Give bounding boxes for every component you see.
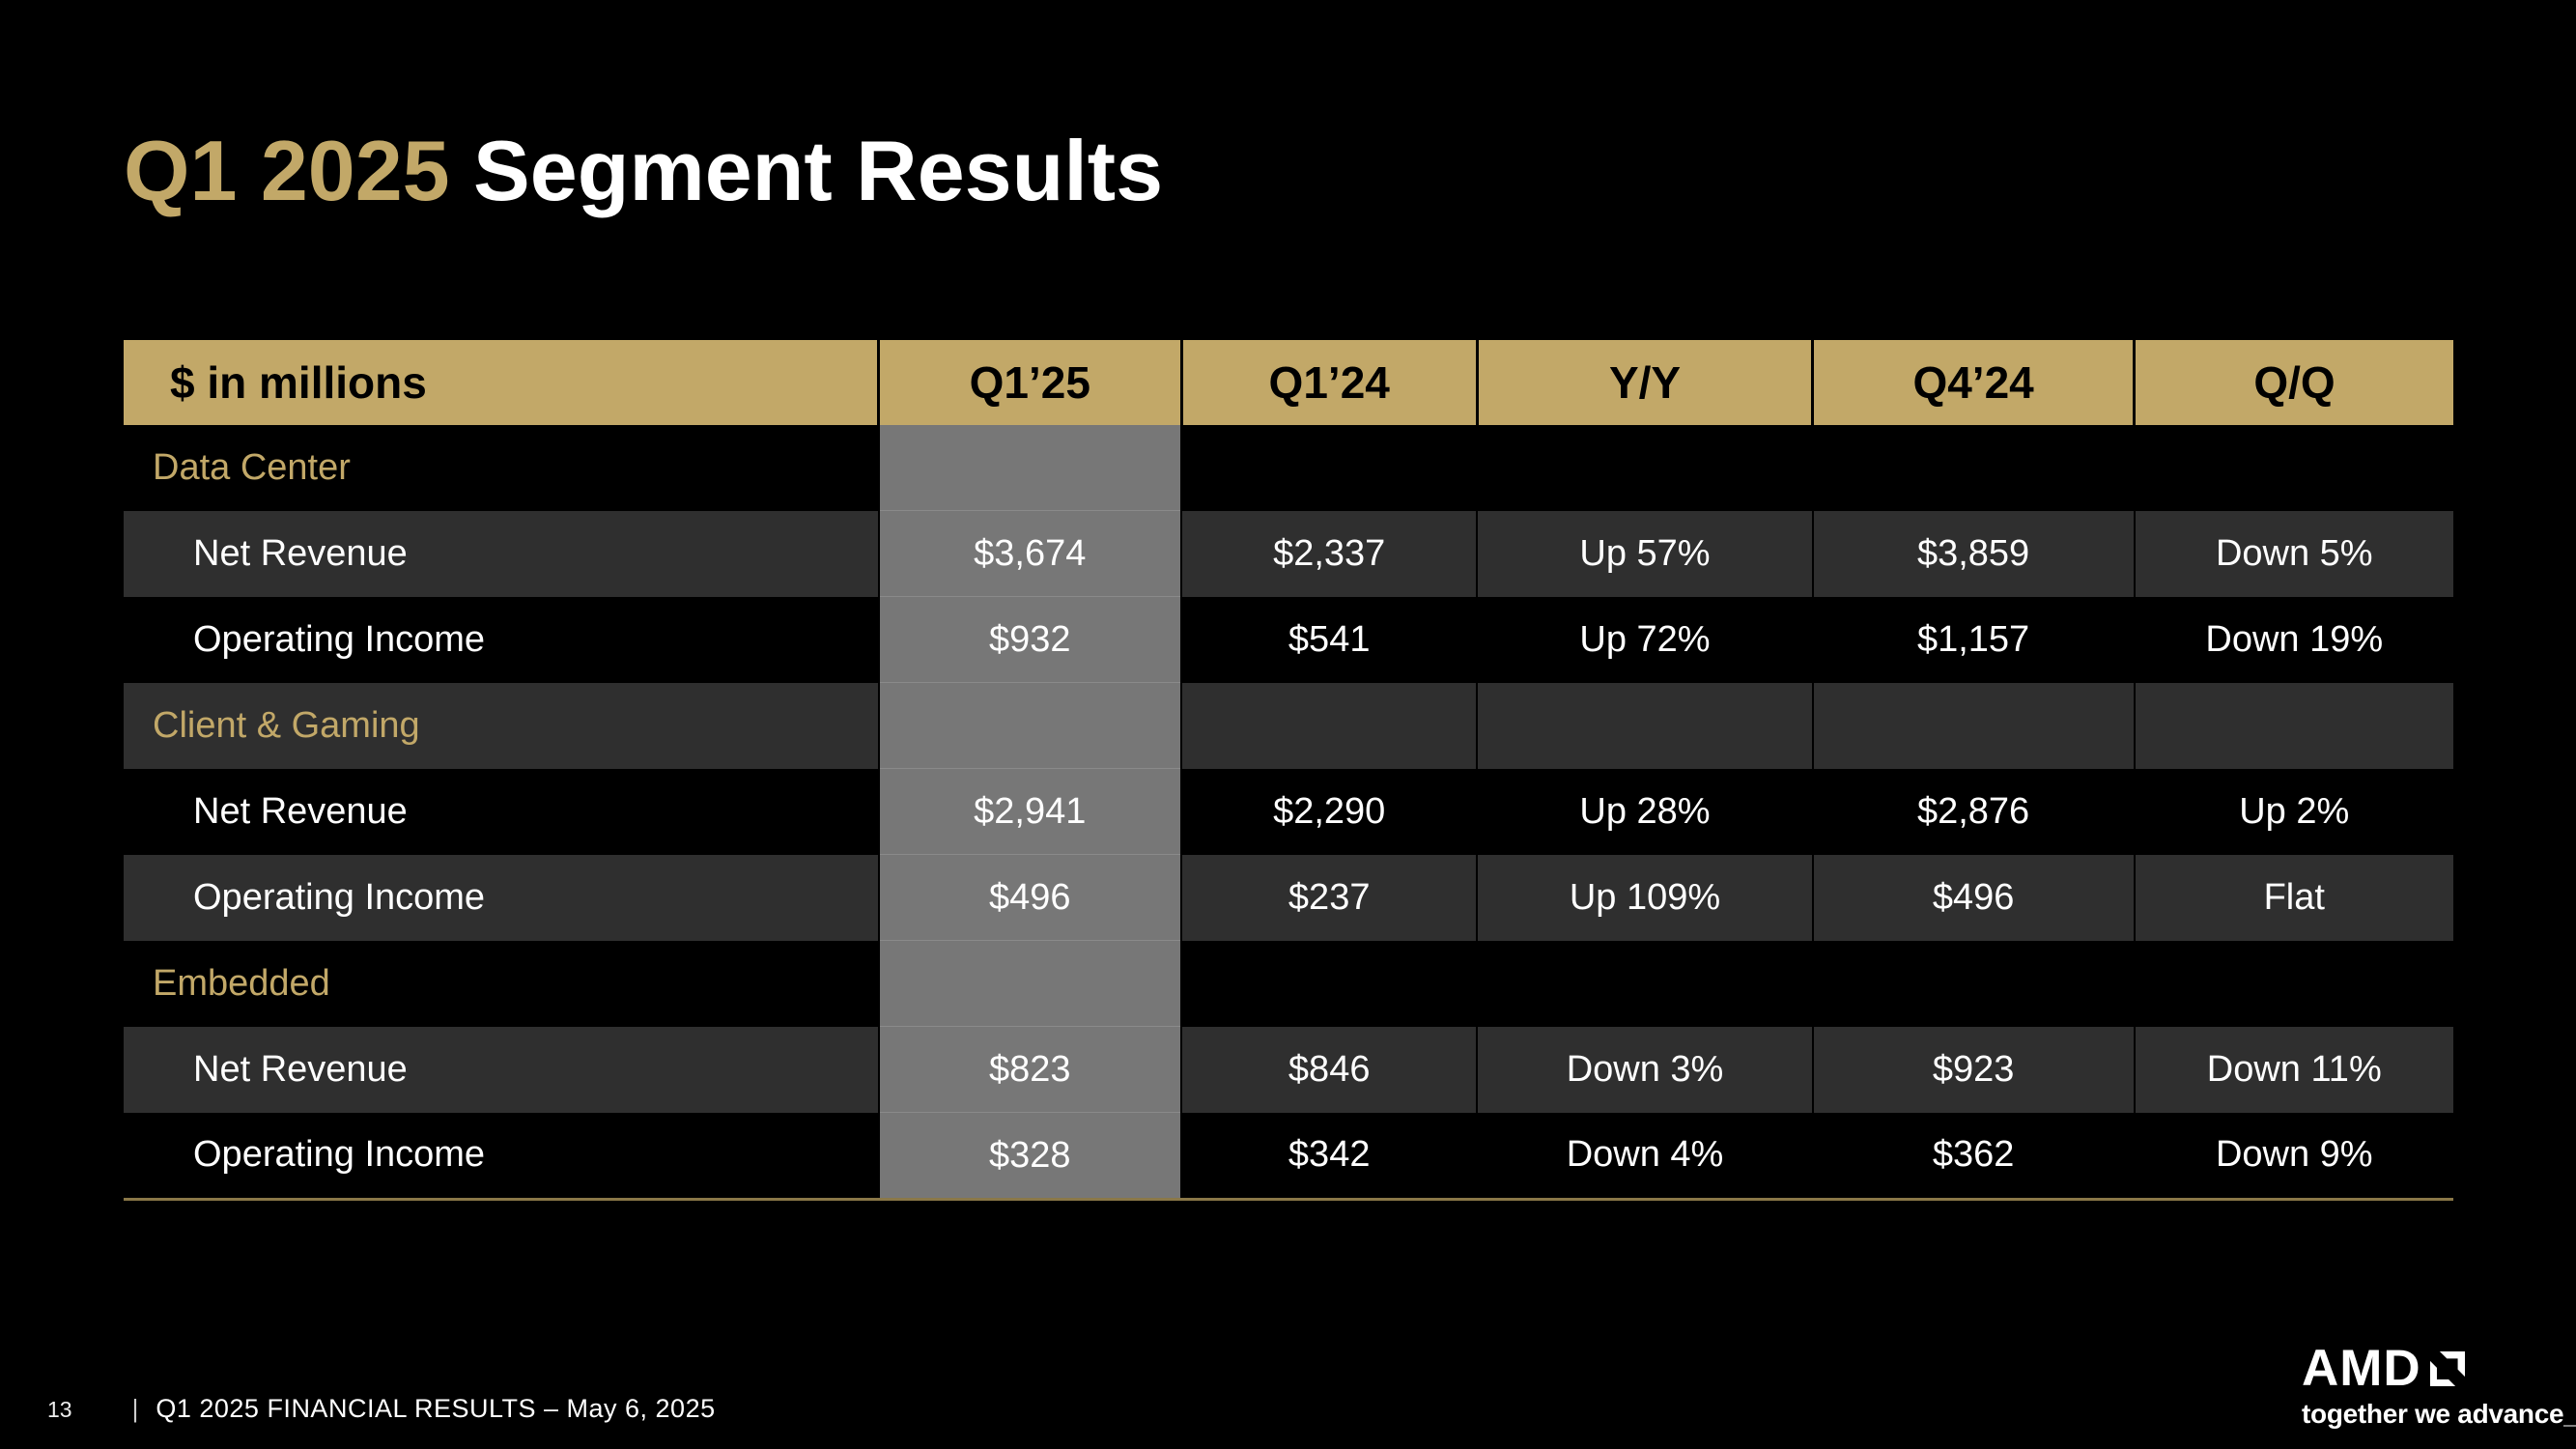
empty-cell xyxy=(877,425,1182,511)
value-cell: Up 2% xyxy=(2133,768,2453,855)
value-cell: $1,157 xyxy=(1811,596,2135,683)
empty-cell xyxy=(1476,682,1813,769)
empty-cell xyxy=(2133,940,2453,1027)
column-header-4: Q4’24 xyxy=(1811,340,2135,425)
title-highlight: Q1 2025 xyxy=(124,123,450,218)
column-header-0: $ in millions xyxy=(124,340,879,425)
empty-cell xyxy=(1476,940,1813,1027)
metric-row: Net Revenue $823 $846 Down 3% $923 Down 11% xyxy=(124,1026,2453,1113)
metric-label: Operating Income xyxy=(124,854,879,941)
value-cell: $932 xyxy=(877,596,1182,683)
metric-row: Operating Income $496 $237 Up 109% $496 Flat xyxy=(124,854,2453,941)
value-cell: Up 57% xyxy=(1476,510,1813,597)
value-cell: Down 5% xyxy=(2133,510,2453,597)
column-header-1: Q1’25 xyxy=(877,340,1182,425)
amd-brand-row: AMD xyxy=(2302,1343,2576,1394)
slide-footer: 13 | Q1 2025 FINANCIAL RESULTS – May 6, … xyxy=(47,1394,716,1424)
value-cell: Up 28% xyxy=(1476,768,1813,855)
value-cell: $541 xyxy=(1180,596,1478,683)
page-title: Q1 2025 Segment Results xyxy=(124,128,1163,213)
metric-row: Net Revenue $3,674 $2,337 Up 57% $3,859 Down … xyxy=(124,510,2453,597)
empty-cell xyxy=(2133,425,2453,511)
value-cell: Down 11% xyxy=(2133,1026,2453,1113)
value-cell: $237 xyxy=(1180,854,1478,941)
value-cell: $362 xyxy=(1811,1112,2135,1201)
column-header-3: Y/Y xyxy=(1475,340,1813,425)
metric-row: Operating Income $932 $541 Up 72% $1,157 Down… xyxy=(124,596,2453,683)
value-cell: Down 4% xyxy=(1476,1112,1813,1201)
value-cell: Down 9% xyxy=(2133,1112,2453,1201)
segment-results-table: $ in millions Q1’25 Q1’24 Y/Y Q4’24 Q/Q Data … xyxy=(124,340,2453,1201)
table-header-row: $ in millions Q1’25 Q1’24 Y/Y Q4’24 Q/Q xyxy=(124,340,2453,425)
value-cell: $496 xyxy=(1811,854,2135,941)
value-cell: $923 xyxy=(1811,1026,2135,1113)
value-cell: $342 xyxy=(1180,1112,1478,1201)
value-cell: Down 3% xyxy=(1476,1026,1813,1113)
value-cell: Up 72% xyxy=(1476,596,1813,683)
metric-row: Net Revenue $2,941 $2,290 Up 28% $2,876 Up 2% xyxy=(124,768,2453,855)
footer-text: Q1 2025 FINANCIAL RESULTS – May 6, 2025 xyxy=(156,1394,716,1423)
section-name: Client & Gaming xyxy=(124,682,879,769)
section-name: Embedded xyxy=(153,962,330,1004)
title-rest: Segment Results xyxy=(449,123,1164,218)
value-cell: $2,941 xyxy=(877,768,1182,855)
metric-label: Operating Income xyxy=(124,1112,879,1201)
amd-tagline: together we advance_ xyxy=(2302,1399,2576,1429)
section-header-row: Embedded xyxy=(124,940,2453,1027)
amd-logo: AMD together we advance_ xyxy=(2302,1343,2576,1430)
metric-label: Net Revenue xyxy=(193,790,408,832)
metric-label: Net Revenue xyxy=(124,1026,879,1113)
value-cell: $2,876 xyxy=(1811,768,2135,855)
section-header-row: Client & Gaming xyxy=(124,682,2453,769)
empty-cell xyxy=(1811,682,2135,769)
metric-label: Net Revenue xyxy=(124,510,879,597)
empty-cell xyxy=(1811,940,2135,1027)
value-cell: $2,290 xyxy=(1180,768,1478,855)
footer-separator: | xyxy=(131,1394,139,1423)
value-cell: Up 109% xyxy=(1476,854,1813,941)
empty-cell xyxy=(1476,425,1813,511)
value-cell: Down 19% xyxy=(2133,596,2453,683)
value-cell: $496 xyxy=(877,854,1182,941)
value-cell: $3,674 xyxy=(877,510,1182,597)
value-cell: $846 xyxy=(1180,1026,1478,1113)
column-header-5: Q/Q xyxy=(2133,340,2453,425)
empty-cell xyxy=(877,940,1182,1027)
empty-cell xyxy=(1811,425,2135,511)
page-number: 13 xyxy=(47,1397,72,1422)
value-cell: $2,337 xyxy=(1180,510,1478,597)
empty-cell xyxy=(1180,940,1478,1027)
empty-cell xyxy=(1180,425,1478,511)
empty-cell xyxy=(877,682,1182,769)
section-name: Data Center xyxy=(153,446,351,488)
metric-row: Operating Income $328 $342 Down 4% $362 Down … xyxy=(124,1112,2453,1201)
value-cell: $823 xyxy=(877,1026,1182,1113)
column-header-2: Q1’24 xyxy=(1179,340,1478,425)
amd-wordmark: AMD xyxy=(2302,1340,2421,1397)
value-cell: $3,859 xyxy=(1811,510,2135,597)
amd-arrow-icon xyxy=(2429,1350,2465,1386)
segment-results-table-container: $ in millions Q1’25 Q1’24 Y/Y Q4’24 Q/Q Data … xyxy=(124,340,2453,1201)
empty-cell xyxy=(1180,682,1478,769)
value-cell: Flat xyxy=(2133,854,2453,941)
empty-cell xyxy=(2133,682,2453,769)
metric-label: Operating Income xyxy=(193,618,486,660)
section-header-row: Data Center xyxy=(124,425,2453,511)
value-cell: $328 xyxy=(877,1112,1182,1201)
